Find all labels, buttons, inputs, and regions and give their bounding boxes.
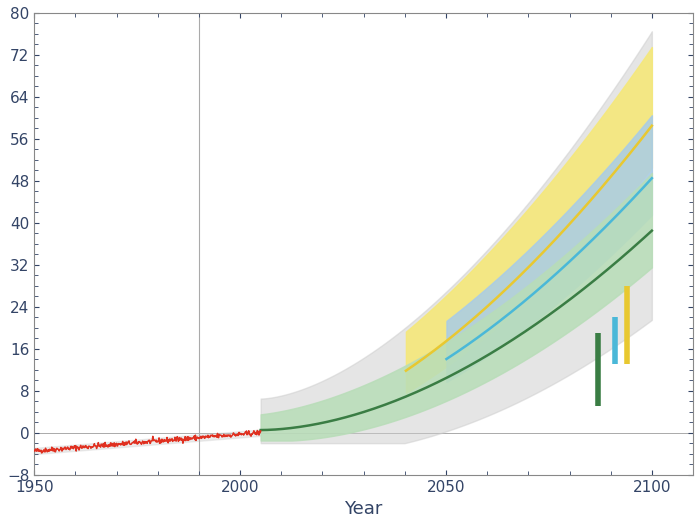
- X-axis label: Year: Year: [344, 500, 383, 518]
